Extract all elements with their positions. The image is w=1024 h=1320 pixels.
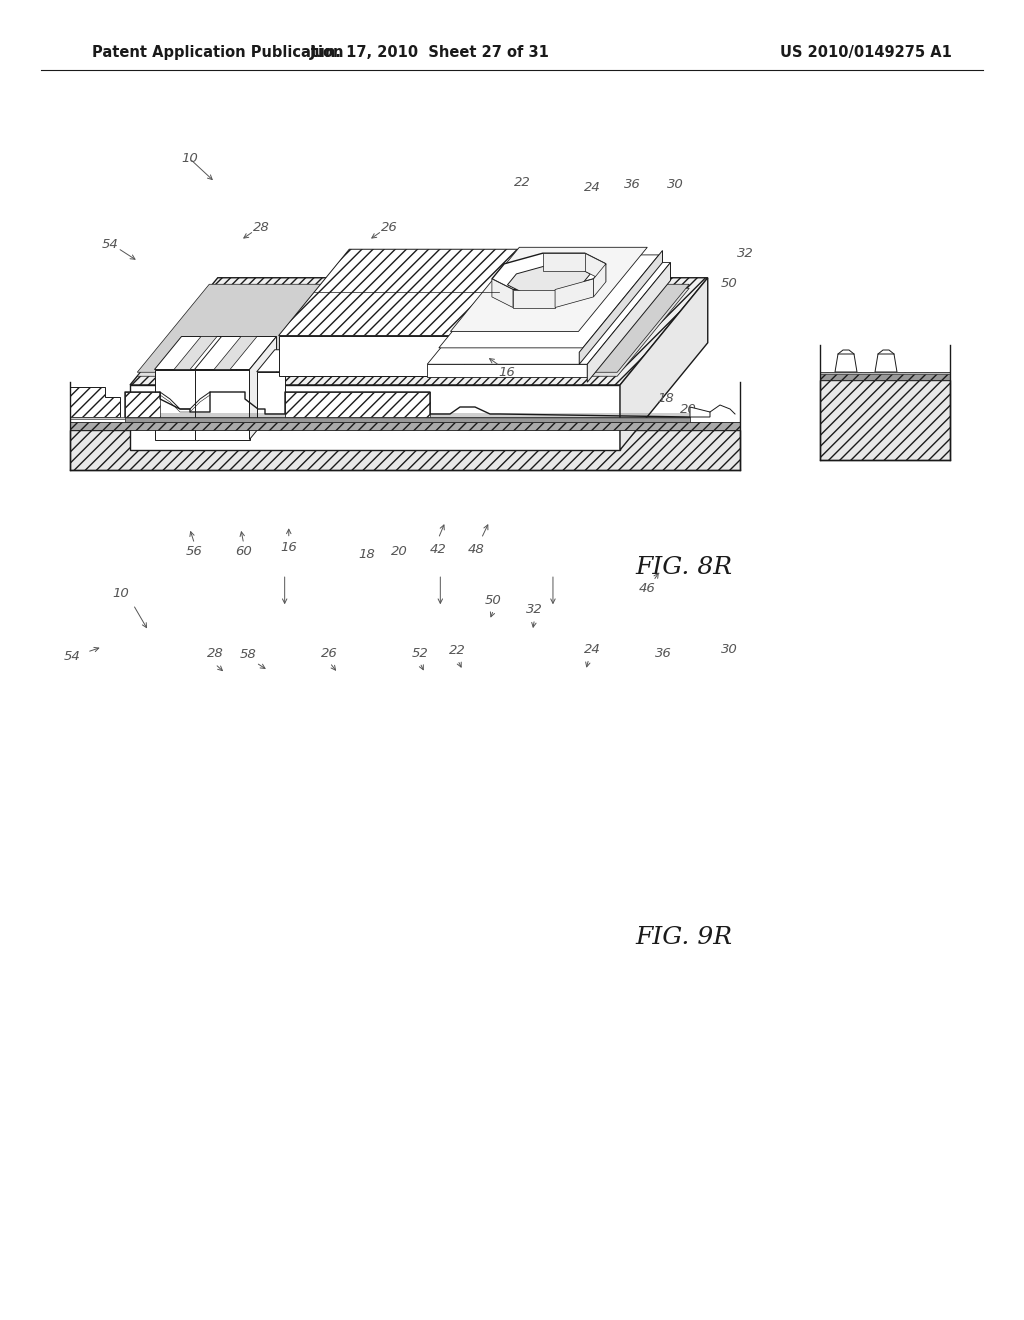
Polygon shape	[620, 277, 708, 450]
Text: Jun. 17, 2010  Sheet 27 of 31: Jun. 17, 2010 Sheet 27 of 31	[310, 45, 550, 61]
Text: 54: 54	[102, 238, 119, 251]
Text: 36: 36	[625, 178, 641, 191]
Polygon shape	[492, 279, 513, 308]
Text: 24: 24	[584, 643, 600, 656]
Polygon shape	[451, 247, 647, 331]
Polygon shape	[130, 385, 620, 450]
Text: 10: 10	[113, 587, 129, 601]
Polygon shape	[195, 370, 250, 440]
Text: 18: 18	[657, 392, 674, 405]
Polygon shape	[125, 417, 690, 422]
Text: 18: 18	[358, 548, 375, 561]
Text: 22: 22	[514, 176, 530, 189]
Polygon shape	[250, 337, 276, 440]
Text: 58: 58	[240, 648, 256, 661]
Text: 16: 16	[499, 366, 515, 379]
Polygon shape	[70, 430, 740, 470]
Text: 26: 26	[381, 220, 397, 234]
Polygon shape	[585, 253, 606, 282]
Polygon shape	[137, 288, 689, 376]
Polygon shape	[508, 267, 590, 293]
Polygon shape	[874, 354, 897, 372]
Text: 46: 46	[639, 582, 655, 595]
Polygon shape	[835, 354, 857, 372]
Polygon shape	[492, 253, 606, 289]
Polygon shape	[543, 253, 585, 271]
Text: 32: 32	[526, 603, 543, 616]
Text: 30: 30	[668, 178, 684, 191]
Polygon shape	[130, 277, 708, 385]
Polygon shape	[279, 249, 535, 335]
Text: 28: 28	[207, 647, 223, 660]
Polygon shape	[439, 255, 658, 348]
Polygon shape	[555, 279, 594, 308]
Polygon shape	[70, 417, 125, 418]
Polygon shape	[427, 263, 671, 364]
Text: 50: 50	[721, 277, 737, 290]
Polygon shape	[427, 364, 587, 378]
Text: Patent Application Publication: Patent Application Publication	[92, 45, 344, 61]
Polygon shape	[137, 284, 689, 372]
Polygon shape	[155, 370, 210, 440]
Polygon shape	[285, 392, 430, 417]
Polygon shape	[587, 263, 671, 383]
Polygon shape	[279, 335, 464, 376]
Text: 36: 36	[655, 647, 672, 660]
Polygon shape	[513, 289, 555, 308]
Polygon shape	[210, 337, 237, 440]
Polygon shape	[125, 392, 160, 417]
Text: FIG. 8R: FIG. 8R	[635, 556, 732, 579]
Text: 50: 50	[485, 594, 502, 607]
Text: 10: 10	[181, 152, 198, 165]
Text: 30: 30	[721, 643, 737, 656]
Polygon shape	[594, 264, 606, 297]
Text: 26: 26	[322, 647, 338, 660]
Text: 16: 16	[281, 541, 297, 554]
Text: 54: 54	[63, 649, 80, 663]
Text: 22: 22	[450, 644, 466, 657]
Text: 60: 60	[236, 545, 252, 558]
Polygon shape	[195, 337, 276, 370]
Polygon shape	[580, 251, 663, 364]
Text: 56: 56	[186, 545, 203, 558]
Text: 24: 24	[584, 181, 600, 194]
Text: US 2010/0149275 A1: US 2010/0149275 A1	[780, 45, 952, 61]
Text: 32: 32	[737, 247, 754, 260]
Polygon shape	[820, 372, 950, 380]
Polygon shape	[174, 337, 217, 370]
Polygon shape	[155, 337, 237, 370]
Polygon shape	[257, 372, 285, 426]
Polygon shape	[70, 422, 740, 430]
Text: FIG. 9R: FIG. 9R	[635, 925, 732, 949]
Polygon shape	[214, 337, 257, 370]
Polygon shape	[257, 350, 303, 372]
Text: 28: 28	[253, 220, 269, 234]
Text: 48: 48	[468, 543, 484, 556]
Text: 20: 20	[391, 545, 408, 558]
Text: 42: 42	[430, 543, 446, 556]
Text: 52: 52	[412, 647, 428, 660]
Polygon shape	[70, 387, 120, 417]
Polygon shape	[820, 380, 950, 459]
Polygon shape	[820, 372, 950, 374]
Text: 20: 20	[680, 403, 696, 416]
Polygon shape	[690, 407, 710, 417]
